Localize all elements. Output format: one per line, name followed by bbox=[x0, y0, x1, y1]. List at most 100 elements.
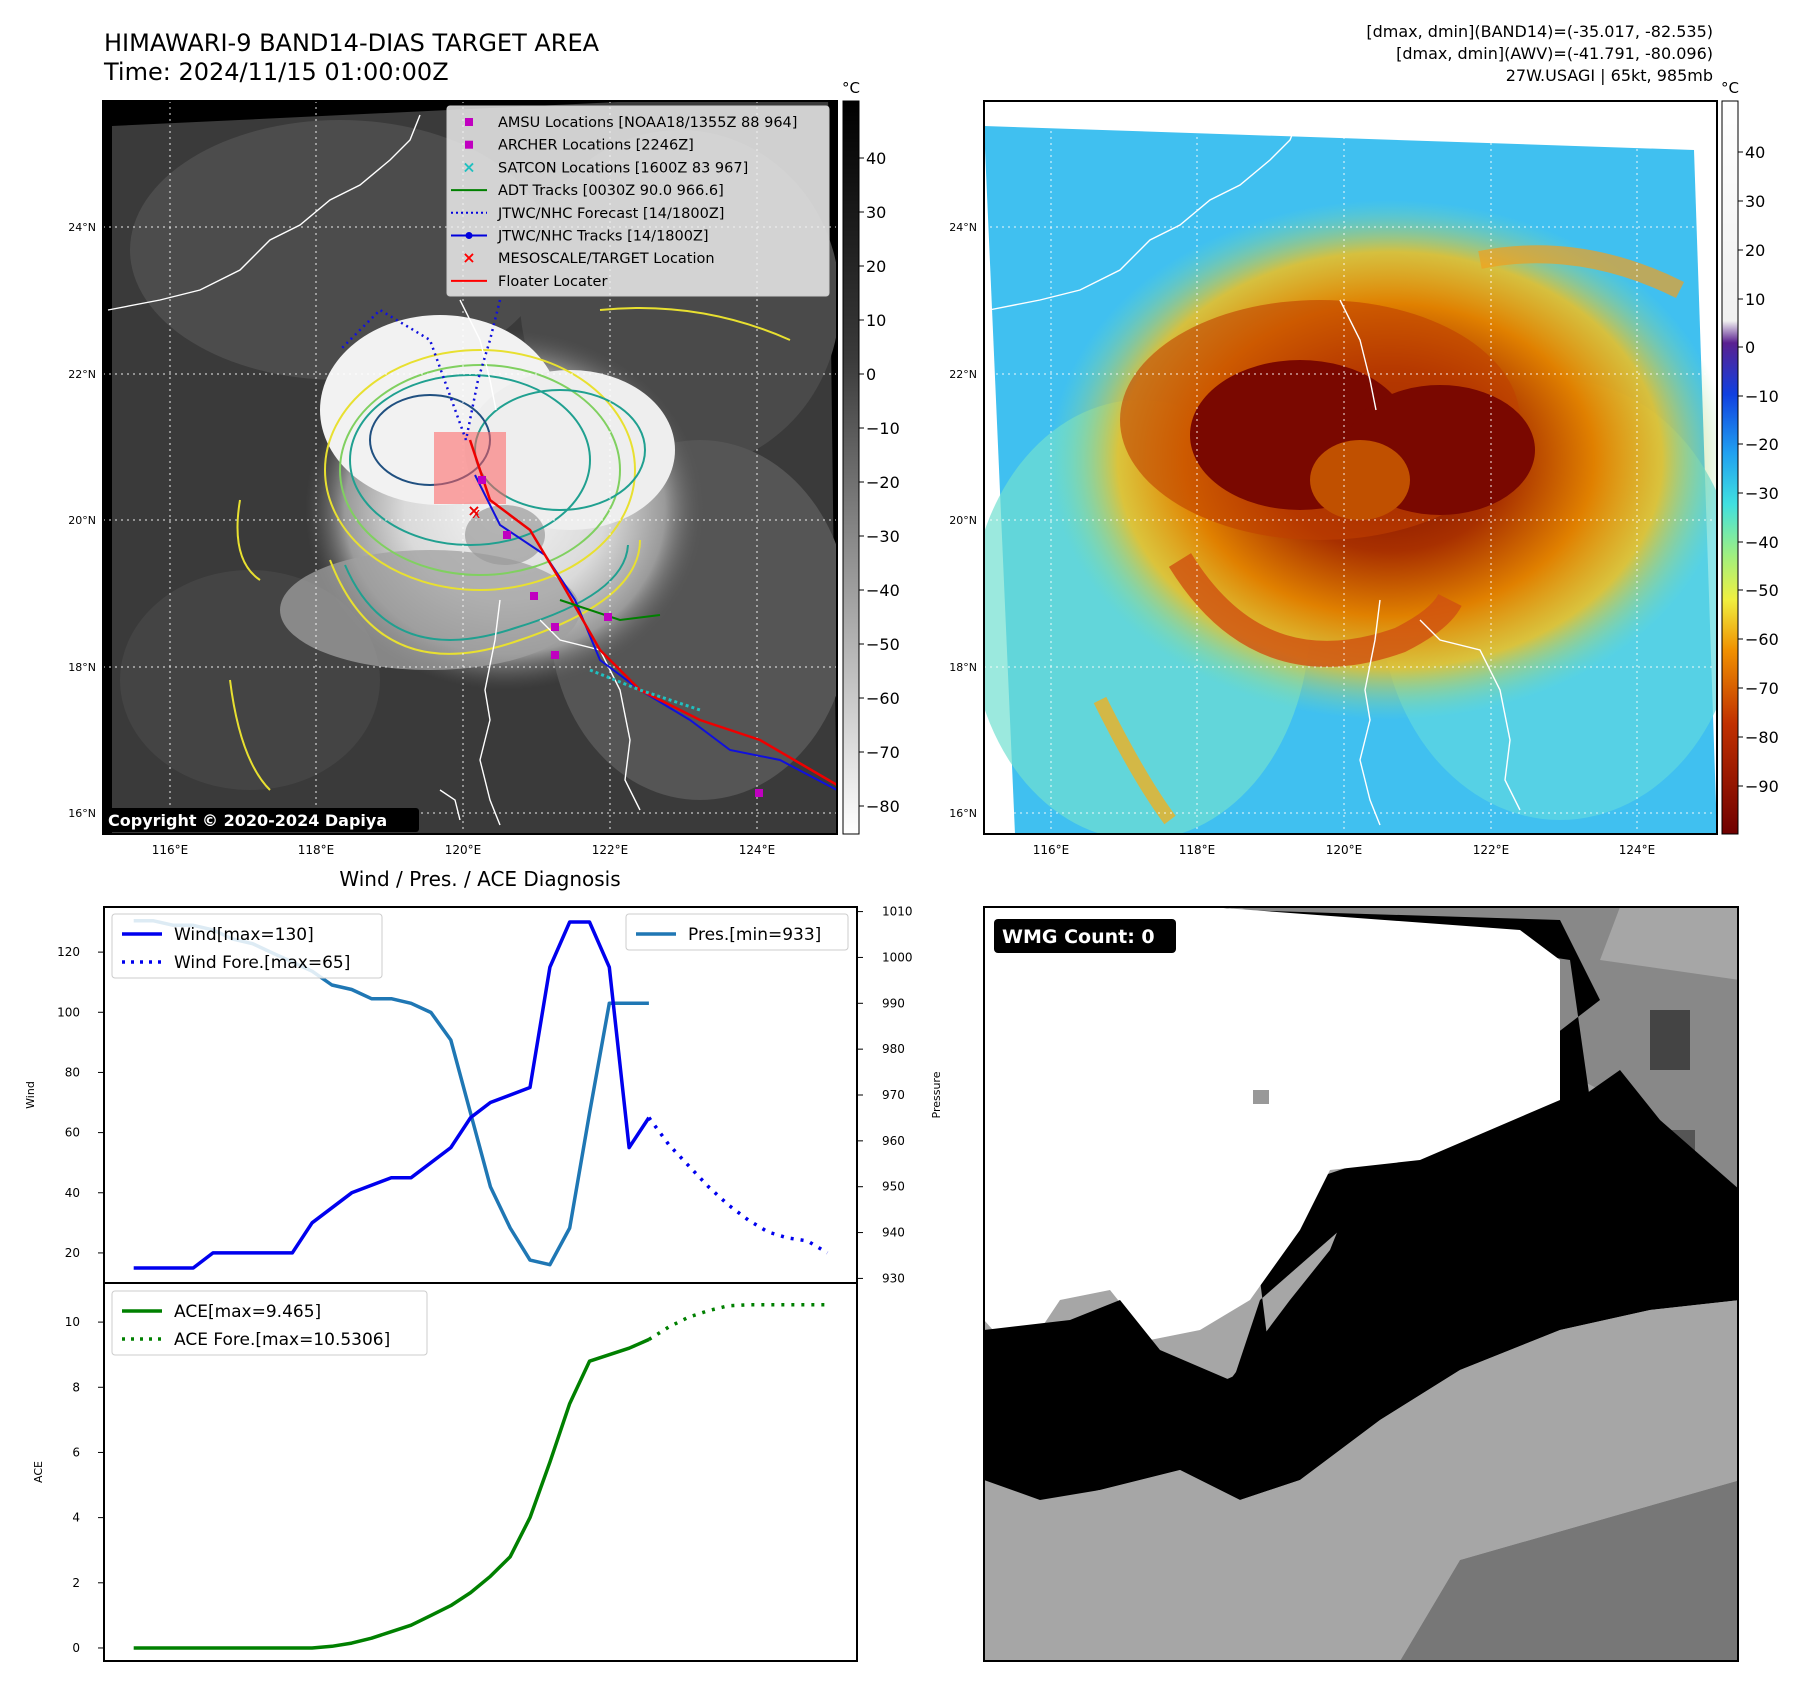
diagnosis-title: Wind / Pres. / ACE Diagnosis bbox=[339, 867, 620, 891]
color-colorbar bbox=[1721, 100, 1739, 835]
colorbar-tick-label: 0 bbox=[866, 365, 876, 384]
colorbar-tick-label: −60 bbox=[866, 689, 900, 708]
pressure-tick-label: 960 bbox=[882, 1134, 905, 1148]
pressure-tick-label: 990 bbox=[882, 996, 905, 1010]
lat-label: 16°N bbox=[949, 807, 977, 820]
svg-text:×: × bbox=[467, 501, 480, 520]
colorbar-tick-label: 30 bbox=[866, 203, 886, 222]
chart-legend bbox=[111, 913, 383, 979]
ace-tick-label: 10 bbox=[65, 1315, 80, 1329]
legend-label: AMSU Locations [NOAA18/1355Z 88 964] bbox=[498, 115, 797, 131]
ace-tick-label: 8 bbox=[72, 1380, 80, 1394]
map-legend: AMSU Locations [NOAA18/1355Z 88 964] ARCH… bbox=[446, 105, 830, 297]
wind-tick-label: 40 bbox=[65, 1186, 80, 1200]
pressure-tick-label: 940 bbox=[882, 1226, 905, 1240]
colorbar-tick-label: 40 bbox=[1745, 143, 1765, 162]
ace-tick-label: 6 bbox=[72, 1445, 80, 1459]
colorbar-tick-label: −40 bbox=[866, 581, 900, 600]
wind-tick-label: 20 bbox=[65, 1246, 80, 1260]
lat-label: 22°N bbox=[68, 368, 96, 381]
colorbar-tick-label: 20 bbox=[866, 257, 886, 276]
legend-label: Wind Fore.[max=65] bbox=[174, 953, 350, 973]
colorbar-tick-label: −10 bbox=[1745, 387, 1779, 406]
legend-label: JTWC/NHC Tracks [14/1800Z] bbox=[497, 229, 709, 245]
lat-label: 18°N bbox=[68, 661, 96, 674]
chart-legend bbox=[625, 913, 849, 951]
lon-label: 122°E bbox=[1473, 843, 1510, 857]
lon-label: 116°E bbox=[1033, 843, 1070, 857]
lon-label: 120°E bbox=[1326, 843, 1363, 857]
copyright-label: Copyright © 2020-2024 Dapiya bbox=[108, 811, 387, 830]
colorbar-tick-label: 20 bbox=[1745, 241, 1765, 260]
colorbar-tick-label: −10 bbox=[866, 419, 900, 438]
wind-line bbox=[133, 920, 651, 1270]
lon-label: 124°E bbox=[739, 843, 776, 857]
colorbar-tick-label: −80 bbox=[866, 797, 900, 816]
gray-colorbar-unit: °C bbox=[842, 79, 860, 97]
legend-label: JTWC/NHC Forecast [14/1800Z] bbox=[497, 206, 724, 222]
ir-grayscale-map: × x AMSU Locations [NOAA18/1355Z 88 964]… bbox=[103, 101, 837, 834]
lat-label: 24°N bbox=[949, 221, 977, 234]
lat-label: 18°N bbox=[949, 661, 977, 674]
lon-label: 120°E bbox=[445, 843, 482, 857]
ace-tick-label: 0 bbox=[72, 1641, 80, 1655]
ir-color-map bbox=[984, 101, 1717, 834]
colorbar-tick-label: −50 bbox=[866, 635, 900, 654]
colorbar-tick-label: −80 bbox=[1745, 728, 1779, 747]
colorbar-tick-label: −20 bbox=[1745, 435, 1779, 454]
legend-label: ARCHER Locations [2246Z] bbox=[498, 138, 694, 154]
legend-label: SATCON Locations [1600Z 83 967] bbox=[498, 160, 748, 176]
ace-axis-label: ACE bbox=[32, 1461, 45, 1483]
info-band14: [dmax, dmin](BAND14)=(-35.017, -82.535) bbox=[1366, 22, 1713, 41]
ace-tick-label: 4 bbox=[72, 1511, 80, 1525]
color-colorbar-unit: °C bbox=[1721, 79, 1739, 97]
grayscale-colorbar bbox=[842, 100, 860, 835]
colorbar-tick-label: −60 bbox=[1745, 630, 1779, 649]
pressure-tick-label: 1010 bbox=[882, 905, 913, 919]
main-title: HIMAWARI-9 BAND14-DIAS TARGET AREA bbox=[104, 29, 600, 57]
lat-label: 20°N bbox=[68, 514, 96, 527]
ace-line bbox=[133, 1337, 650, 1650]
wind-axis-label: Wind bbox=[24, 1081, 37, 1109]
lat-label: 16°N bbox=[68, 807, 96, 820]
colorbar-tick-label: −40 bbox=[1745, 533, 1779, 552]
ace-tick-label: 2 bbox=[72, 1576, 80, 1590]
pressure-tick-label: 930 bbox=[882, 1271, 905, 1285]
svg-text:x: x bbox=[472, 506, 480, 522]
time-label: Time: 2024/11/15 01:00:00Z bbox=[103, 58, 449, 86]
lon-label: 118°E bbox=[1179, 843, 1216, 857]
pressure-tick-label: 970 bbox=[882, 1088, 905, 1102]
pressure-tick-label: 980 bbox=[882, 1042, 905, 1056]
colorbar-tick-label: −70 bbox=[1745, 679, 1779, 698]
legend-marker: × bbox=[462, 157, 475, 176]
legend-label: ACE[max=9.465] bbox=[174, 1302, 321, 1322]
wind-forecast-line bbox=[647, 1116, 829, 1255]
colorbar-tick-label: −50 bbox=[1745, 581, 1779, 600]
colorbar-tick-label: −70 bbox=[866, 743, 900, 762]
info-awv: [dmax, dmin](AWV)=(-41.791, -80.096) bbox=[1396, 44, 1713, 63]
wind-tick-label: 60 bbox=[65, 1126, 80, 1140]
legend-marker: × bbox=[462, 248, 475, 267]
wmg-panel: WMG Count: 0 bbox=[984, 907, 1738, 1661]
legend-marker bbox=[465, 232, 473, 239]
legend-label: ADT Tracks [0030Z 90.0 966.6] bbox=[498, 183, 724, 199]
lon-label: 118°E bbox=[298, 843, 335, 857]
colorbar-tick-label: −30 bbox=[1745, 484, 1779, 503]
colorbar-tick-label: 0 bbox=[1745, 338, 1755, 357]
colorbar-tick-label: −90 bbox=[1745, 777, 1779, 796]
info-storm: 27W.USAGI | 65kt, 985mb bbox=[1506, 66, 1713, 85]
colorbar-tick-label: 40 bbox=[866, 149, 886, 168]
pressure-tick-label: 1000 bbox=[882, 950, 913, 964]
legend-marker bbox=[465, 118, 473, 126]
colorbar-tick-label: 10 bbox=[1745, 290, 1765, 309]
legend-label: Floater Locater bbox=[498, 274, 607, 290]
legend-marker bbox=[465, 140, 473, 149]
lon-label: 116°E bbox=[152, 843, 189, 857]
legend-label: Wind[max=130] bbox=[174, 925, 314, 945]
wind-tick-label: 100 bbox=[57, 1005, 80, 1019]
lat-label: 24°N bbox=[68, 221, 96, 234]
wind-tick-label: 120 bbox=[57, 945, 80, 959]
colorbar-tick-label: −30 bbox=[866, 527, 900, 546]
lat-label: 20°N bbox=[949, 514, 977, 527]
